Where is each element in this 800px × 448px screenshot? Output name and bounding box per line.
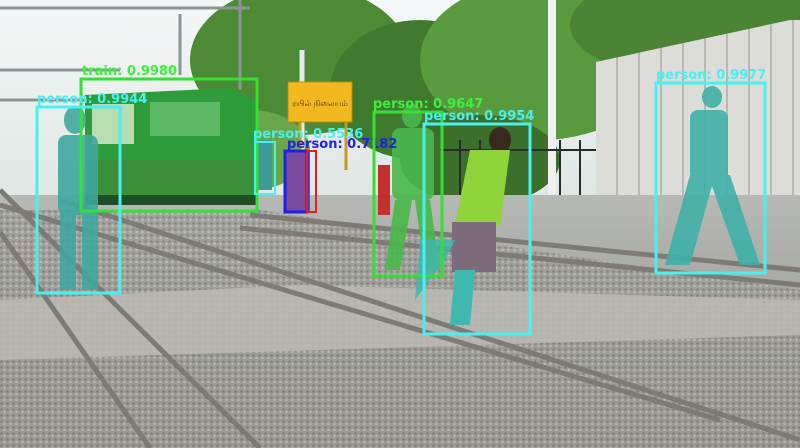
detection-box-person: person: 0.9944	[35, 92, 147, 295]
detection-label: person: 0.5536	[253, 127, 363, 142]
detection-label: person: 0.7182	[287, 137, 397, 152]
overhead-gantry	[0, 0, 250, 102]
detection-label: person: 0.9944	[37, 92, 147, 107]
person-figure	[415, 127, 511, 325]
detection-box-person: person: 0.5536	[253, 127, 363, 195]
detection-label: person: 0.9647	[373, 97, 483, 112]
person-figure	[258, 140, 272, 190]
detection-label: person: 0.9977	[656, 68, 766, 83]
station-sign-text: ரயில் நிலையம்	[292, 99, 348, 108]
person-figure	[665, 86, 760, 265]
detection-box-train: train: 0.9980	[79, 64, 259, 213]
person-figure	[378, 165, 390, 215]
detection-box-person: person: 0.9647	[372, 97, 483, 278]
detection-box-person: person: 0.7182	[283, 137, 397, 214]
detection-box-person: person: 0.9954	[422, 109, 534, 336]
train	[85, 88, 256, 205]
detection-label: person: 0.9954	[424, 109, 534, 124]
detection-label: train: 0.9980	[82, 64, 177, 79]
station-sign: ரயில் நிலையம்	[287, 81, 353, 170]
rail-tracks	[0, 188, 800, 448]
detection-box-person: person: 0.9977	[654, 68, 767, 275]
